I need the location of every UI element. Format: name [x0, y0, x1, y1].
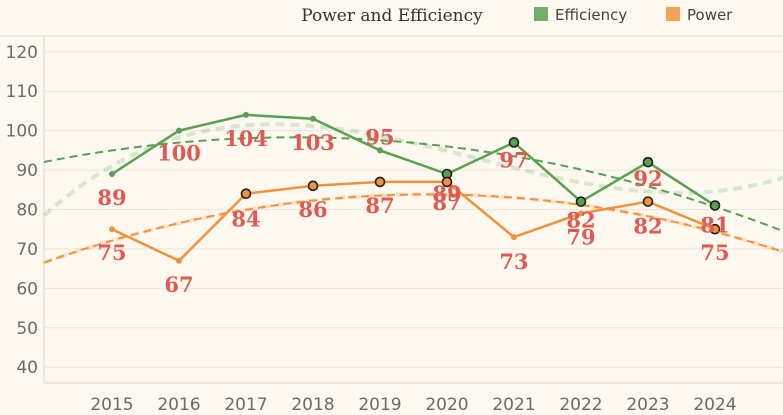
power-data-label: 79	[566, 224, 595, 249]
power-data-label: 82	[633, 214, 662, 239]
x-tick-label: 2024	[693, 395, 736, 415]
power-data-label: 75	[700, 240, 729, 265]
power-point	[240, 188, 252, 200]
efficiency-data-label: 97	[499, 147, 528, 172]
chart-title: Power and Efficiency	[301, 6, 483, 26]
efficiency-point	[642, 156, 654, 168]
efficiency-data-label: 103	[291, 130, 335, 155]
y-tick-label: 100	[6, 122, 38, 142]
y-tick-label: 120	[6, 43, 38, 63]
power-line	[111, 180, 716, 263]
power-data-label: 84	[231, 207, 260, 232]
y-tick-label: 40	[16, 358, 38, 378]
x-tick-label: 2015	[90, 395, 133, 415]
efficiency-trend-line	[43, 136, 783, 232]
efficiency-data-label: 82	[566, 208, 595, 233]
y-tick-label: 60	[16, 279, 38, 299]
power-point	[642, 196, 654, 207]
legend-label: Power	[687, 6, 733, 24]
x-tick-label: 2017	[224, 395, 267, 415]
power-point	[709, 223, 721, 235]
legend-swatch	[534, 7, 548, 21]
power-data-label: 87	[365, 193, 394, 218]
efficiency-line	[111, 113, 716, 207]
efficiency-point	[377, 147, 383, 154]
efficiency-point	[310, 115, 316, 122]
efficiency-data-label: 104	[224, 126, 268, 151]
efficiency-point	[508, 137, 520, 148]
efficiency-point	[575, 196, 587, 207]
y-axis: 40 50 60 70 80 90 100 110 120	[6, 43, 38, 378]
trend-lines	[42, 122, 783, 265]
y-tick-label: 70	[16, 240, 38, 260]
power-data-label: 87	[432, 190, 461, 215]
grid	[43, 36, 783, 384]
legend: Efficiency Power	[534, 6, 733, 24]
power-point	[176, 257, 182, 264]
efficiency-data-label: 95	[365, 124, 394, 149]
power-point	[578, 210, 584, 217]
power-point	[511, 234, 517, 241]
x-tick-label: 2018	[291, 395, 334, 415]
power-point	[307, 180, 319, 192]
power-data-label: 73	[499, 249, 528, 274]
power-data-label: 75	[97, 240, 126, 265]
y-tick-label: 110	[6, 82, 38, 102]
y-tick-label: 90	[16, 161, 38, 181]
power-trend-line	[43, 193, 783, 264]
efficiency-data-label: 89	[97, 185, 126, 210]
power-data-label: 86	[298, 197, 327, 222]
efficiency-data-label: 89	[432, 181, 461, 206]
y-tick-label: 80	[16, 201, 38, 221]
x-tick-label: 2019	[358, 395, 401, 415]
efficiency-data-label: 81	[700, 213, 729, 238]
legend-label: Efficiency	[555, 6, 627, 24]
efficiency-data-label: 100	[157, 141, 201, 166]
power-point	[109, 226, 115, 233]
efficiency-point	[243, 111, 249, 118]
power-point	[374, 176, 386, 188]
x-tick-label: 2021	[492, 395, 535, 415]
efficiency-point	[709, 200, 721, 211]
y-tick-label: 50	[16, 319, 38, 339]
efficiency-point	[176, 127, 182, 134]
efficiency-point	[109, 171, 115, 178]
legend-swatch	[666, 7, 680, 21]
power-point	[441, 176, 453, 188]
efficiency-data-label: 92	[633, 166, 662, 191]
x-axis: 2015 2016 2017 2018 2019 2020 2021 2022 2023 2024	[90, 395, 736, 415]
x-tick-label: 2022	[559, 395, 602, 415]
power-data-label: 67	[164, 272, 193, 297]
x-tick-label: 2023	[626, 395, 669, 415]
x-tick-label: 2016	[157, 395, 200, 415]
series-lines	[109, 111, 721, 264]
x-tick-label: 2020	[425, 395, 468, 415]
